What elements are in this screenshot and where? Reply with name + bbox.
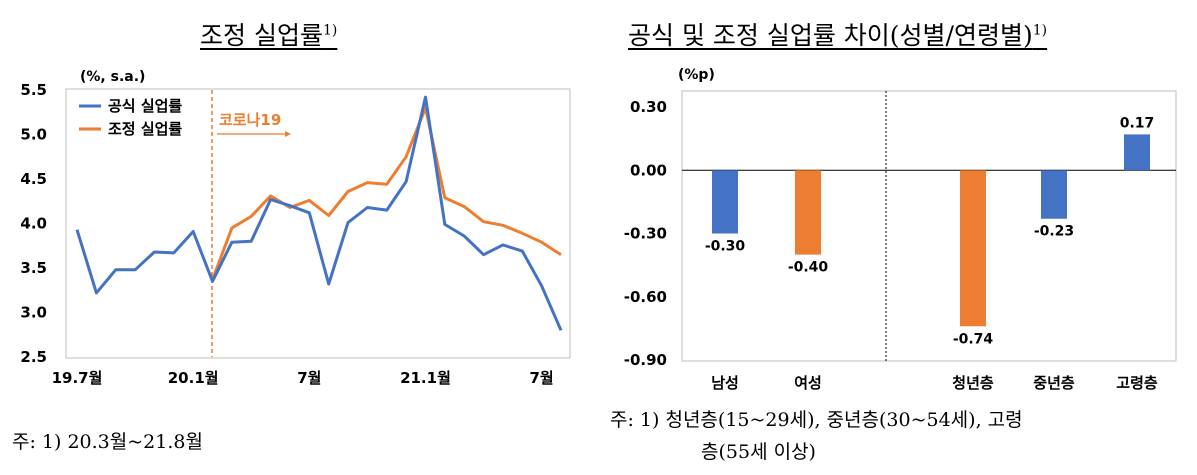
legend-adjusted-label: 조정 실업률	[108, 120, 182, 138]
right-chart-title-text: 공식 및 조정 실업률 차이(성별/연령별)	[628, 21, 1033, 50]
bar-category-label: 중년층	[1033, 374, 1075, 392]
left-chart-series	[75, 95, 563, 331]
bar-category-label: 남성	[711, 374, 739, 392]
adjusted-rate-line	[211, 106, 562, 281]
left-chart-y-tick-label: 4.0	[20, 215, 47, 233]
left-chart-y-tick-label: 4.5	[20, 170, 47, 188]
covid-annotation-arrowhead	[285, 131, 291, 137]
bar-0	[712, 170, 738, 234]
bar-category-label: 여성	[794, 374, 822, 392]
left-chart-footnote: 주: 1) 20.3월~21.8월	[12, 431, 203, 453]
bar-1	[795, 170, 821, 255]
covid-annotation-label: 코로나19	[219, 111, 281, 129]
left-chart-x-tick-label: 7월	[297, 369, 321, 387]
left-chart-plot-area	[65, 88, 571, 359]
bar-4	[1124, 134, 1150, 171]
right-chart-footnote-line2: 층(55세 이상)	[701, 441, 816, 463]
left-chart-unit-label: (%, s.a.)	[80, 69, 145, 85]
left-chart-y-tick-label: 5.5	[20, 81, 47, 99]
right-chart-title: 공식 및 조정 실업률 차이(성별/연령별)1)	[628, 16, 1047, 52]
right-chart-y-tick-label: -0.90	[624, 351, 667, 369]
bar-3	[1041, 170, 1067, 219]
bar-value-label: -0.30	[705, 239, 746, 255]
left-chart-x-tick-label: 7월	[530, 369, 554, 387]
left-chart-y-tick-label: 5.0	[20, 126, 47, 144]
left-chart-x-tick-label: 19.7월	[52, 369, 103, 387]
right-chart-y-tick-label: -0.30	[624, 225, 667, 243]
left-chart-x-tick-label: 21.1월	[400, 369, 451, 387]
right-chart-y-tick-label: 0.30	[630, 98, 667, 116]
official-rate-line	[75, 95, 563, 331]
right-chart-footnote-line1: 주: 1) 청년층(15~29세), 중년층(30~54세), 고령	[610, 409, 1023, 431]
bar-value-label: 0.17	[1120, 115, 1155, 131]
left-chart-y-tick-label: 2.5	[20, 348, 47, 366]
bar-value-label: -0.40	[788, 260, 829, 276]
left-chart-y-tick-label: 3.5	[20, 259, 47, 277]
bar-2	[960, 170, 986, 327]
bar-value-label: -0.74	[953, 331, 994, 347]
right-chart-unit-label: (%p)	[678, 67, 715, 83]
left-chart-title-footnote-mark: 1)	[322, 22, 338, 39]
left-chart-y-tick-label: 3.0	[20, 304, 47, 322]
right-chart-bars: -0.30 남성 -0.40 여성 -0.74 청년층 -0.23 중년층 0.17 고령층	[705, 115, 1158, 392]
right-chart-y-axis: 0.30 0.00 -0.30 -0.60 -0.90	[624, 98, 1176, 369]
left-chart-x-axis: 19.7월 20.1월 7월 21.1월 7월	[52, 369, 554, 387]
bar-value-label: -0.23	[1034, 224, 1074, 240]
left-chart-x-tick-label: 20.1월	[168, 369, 219, 387]
right-chart-plot-area	[681, 90, 1177, 362]
legend-official-label: 공식 실업률	[108, 97, 182, 115]
right-chart-y-tick-label: 0.00	[630, 161, 667, 179]
bar-category-label: 청년층	[952, 374, 994, 392]
left-chart-title-text: 조정 실업률	[200, 21, 323, 50]
left-chart-title: 조정 실업률1)	[200, 16, 337, 52]
bar-category-label: 고령층	[1116, 374, 1158, 392]
right-chart-y-tick-label: -0.60	[624, 288, 667, 306]
right-chart-title-footnote-mark: 1)	[1032, 22, 1048, 39]
left-chart-y-axis: 5.5 5.0 4.5 4.0 3.5 3.0 2.5	[20, 81, 47, 366]
